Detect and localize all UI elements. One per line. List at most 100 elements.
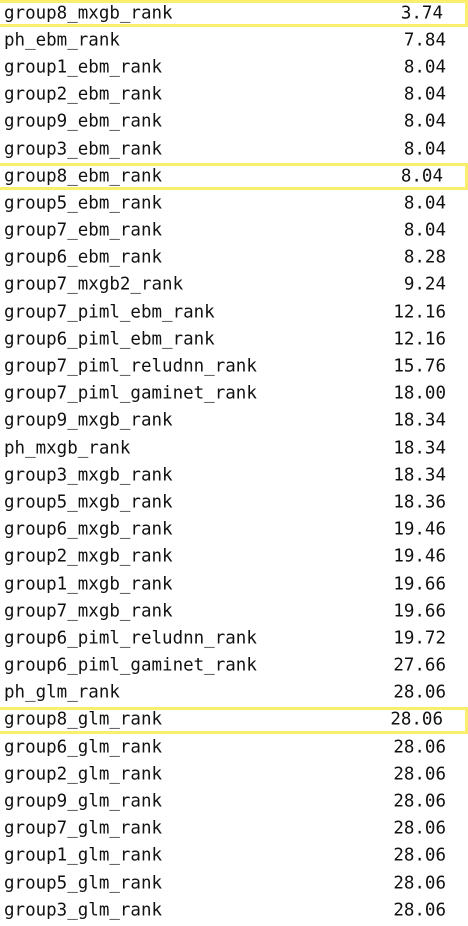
row-name: group1_mxgb_rank <box>4 573 173 594</box>
row-value: 8.04 <box>403 220 446 241</box>
row-value: 19.46 <box>393 519 446 540</box>
row-value: 28.06 <box>393 736 446 757</box>
row-name: group8_ebm_rank <box>4 165 163 186</box>
row-name: group6_piml_gaminet_rank <box>4 655 257 676</box>
list-item: group2_glm_rank 28.06 <box>0 761 468 788</box>
list-item: group5_ebm_rank 8.04 <box>0 190 468 217</box>
row-name: group6_piml_reludnn_rank <box>4 628 257 649</box>
row-name: group6_mxgb_rank <box>4 519 173 540</box>
list-item: group7_piml_gaminet_rank 18.00 <box>0 381 468 408</box>
row-value: 19.72 <box>393 628 446 649</box>
list-item: group3_ebm_rank 8.04 <box>0 136 468 163</box>
row-name: group1_ebm_rank <box>4 57 163 78</box>
list-item: group3_glm_rank 28.06 <box>0 897 468 924</box>
row-name: ph_mxgb_rank <box>4 437 131 458</box>
row-value: 28.06 <box>390 709 443 730</box>
row-value: 27.66 <box>393 655 446 676</box>
row-name: group9_mxgb_rank <box>4 410 173 431</box>
row-name: group1_glm_rank <box>4 845 163 866</box>
list-item: group8_ebm_rank 8.04 <box>0 163 468 191</box>
row-name: group6_ebm_rank <box>4 247 163 268</box>
row-name: ph_glm_rank <box>4 682 120 703</box>
row-name: group7_mxgb_rank <box>4 600 173 621</box>
list-item: group1_ebm_rank 8.04 <box>0 54 468 81</box>
row-value: 19.66 <box>393 573 446 594</box>
row-name: group5_glm_rank <box>4 872 163 893</box>
row-name: group5_ebm_rank <box>4 193 163 214</box>
row-value: 3.74 <box>400 2 443 23</box>
row-value: 8.04 <box>403 193 446 214</box>
list-item: group6_mxgb_rank 19.46 <box>0 517 468 544</box>
row-name: group7_piml_gaminet_rank <box>4 383 257 404</box>
row-value: 8.04 <box>403 111 446 132</box>
row-value: 18.34 <box>393 465 446 486</box>
row-name: group7_piml_reludnn_rank <box>4 356 257 377</box>
row-name: group2_ebm_rank <box>4 84 163 105</box>
list-item: group5_glm_rank 28.06 <box>0 870 468 897</box>
list-item: group2_ebm_rank 8.04 <box>0 82 468 109</box>
row-value: 8.04 <box>403 138 446 159</box>
row-value: 18.36 <box>393 492 446 513</box>
row-value: 8.04 <box>403 57 446 78</box>
row-value: 7.84 <box>403 30 446 51</box>
row-name: group9_glm_rank <box>4 791 163 812</box>
row-value: 18.34 <box>393 437 446 458</box>
list-item: group7_piml_ebm_rank 12.16 <box>0 299 468 326</box>
list-item: group6_ebm_rank 8.28 <box>0 245 468 272</box>
row-name: group2_glm_rank <box>4 764 163 785</box>
row-value: 18.00 <box>393 383 446 404</box>
list-item: group7_mxgb_rank 19.66 <box>0 598 468 625</box>
list-item: group7_ebm_rank 8.04 <box>0 218 468 245</box>
row-name: group7_ebm_rank <box>4 220 163 241</box>
list-item: group6_glm_rank 28.06 <box>0 734 468 761</box>
list-item: group1_glm_rank 28.06 <box>0 843 468 870</box>
row-name: group5_mxgb_rank <box>4 492 173 513</box>
row-name: group3_ebm_rank <box>4 138 163 159</box>
row-name: group6_glm_rank <box>4 736 163 757</box>
row-name: group7_piml_ebm_rank <box>4 301 215 322</box>
list-item: ph_glm_rank 28.06 <box>0 680 468 707</box>
list-item: group5_mxgb_rank 18.36 <box>0 489 468 516</box>
list-item: group6_piml_gaminet_rank 27.66 <box>0 653 468 680</box>
list-item: group2_mxgb_rank 19.46 <box>0 544 468 571</box>
row-name: group3_glm_rank <box>4 900 163 921</box>
row-value: 28.06 <box>393 818 446 839</box>
row-value: 8.04 <box>403 84 446 105</box>
row-value: 18.34 <box>393 410 446 431</box>
list-item: group7_piml_reludnn_rank 15.76 <box>0 353 468 380</box>
row-value: 12.16 <box>393 329 446 350</box>
row-value: 28.06 <box>393 764 446 785</box>
row-value: 15.76 <box>393 356 446 377</box>
list-item: group9_glm_rank 28.06 <box>0 788 468 815</box>
row-value: 28.06 <box>393 872 446 893</box>
list-item: group7_mxgb2_rank 9.24 <box>0 272 468 299</box>
list-item: group9_mxgb_rank 18.34 <box>0 408 468 435</box>
row-value: 19.66 <box>393 600 446 621</box>
list-item: group9_ebm_rank 8.04 <box>0 109 468 136</box>
row-name: ph_ebm_rank <box>4 30 120 51</box>
row-value: 28.06 <box>393 682 446 703</box>
list-item: group1_mxgb_rank 19.66 <box>0 571 468 598</box>
list-item: ph_ebm_rank 7.84 <box>0 27 468 54</box>
row-name: group3_mxgb_rank <box>4 465 173 486</box>
row-value: 12.16 <box>393 301 446 322</box>
row-name: group7_mxgb2_rank <box>4 274 184 295</box>
row-value: 9.24 <box>403 274 446 295</box>
row-value: 8.04 <box>400 165 443 186</box>
list-item: group6_piml_reludnn_rank 19.72 <box>0 625 468 652</box>
list-item: group8_mxgb_rank 3.74 <box>0 0 468 28</box>
row-value: 28.06 <box>393 845 446 866</box>
row-value: 28.06 <box>393 900 446 921</box>
row-name: group8_glm_rank <box>4 709 163 730</box>
list-item: group7_glm_rank 28.06 <box>0 816 468 843</box>
list-item: group3_mxgb_rank 18.34 <box>0 462 468 489</box>
row-name: group2_mxgb_rank <box>4 546 173 567</box>
list-item: ph_mxgb_rank 18.34 <box>0 435 468 462</box>
row-value: 28.06 <box>393 791 446 812</box>
row-value: 8.28 <box>403 247 446 268</box>
row-name: group7_glm_rank <box>4 818 163 839</box>
row-name: group9_ebm_rank <box>4 111 163 132</box>
list-item: group8_glm_rank 28.06 <box>0 706 468 735</box>
row-name: group8_mxgb_rank <box>4 2 173 23</box>
